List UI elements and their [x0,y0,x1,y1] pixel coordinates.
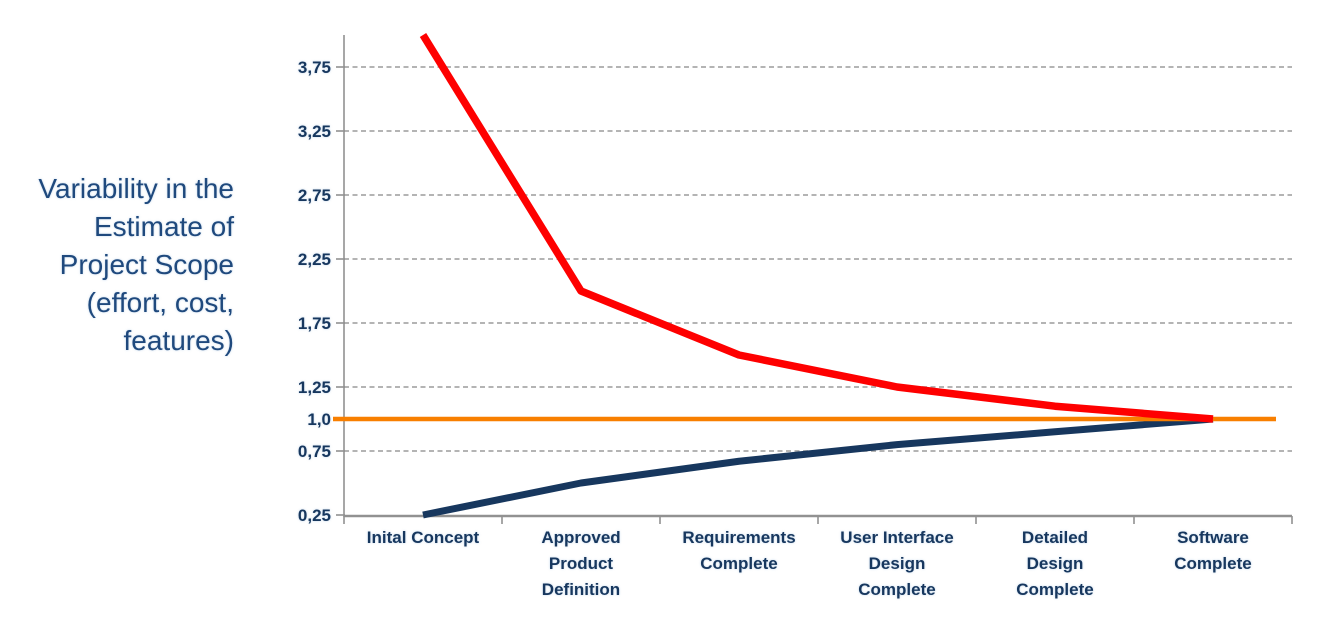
category-label: User Interface Design Complete [840,528,953,599]
y-tick-label: 0,25 [298,506,331,525]
category-label: Inital Concept [367,528,480,547]
y-axis-title-line: Project Scope [59,249,234,280]
y-axis-title: Variability in the Estimate of Project S… [0,170,234,360]
y-tick-label: 0,75 [298,442,331,461]
y-tick-label: 1,25 [298,378,331,397]
y-tick-label: 3,25 [298,122,331,141]
y-axis-title-line: (effort, cost, [86,287,234,318]
series-line-low-estimate [422,415,1214,519]
y-tick-label: 2,75 [298,186,331,205]
category-label: Requirements Complete [682,528,795,573]
series-line-high-estimate [419,33,1214,423]
category-label: Software Complete [1174,528,1251,573]
y-axis-title-line: Variability in the [38,173,234,204]
y-axis-title-line: features) [123,325,235,356]
y-tick-label: 3,75 [298,58,331,77]
category-label: Approved Product Definition [541,528,620,599]
y-tick-label: 2,25 [298,250,331,269]
y-tick-label: 1,0 [307,410,331,429]
y-tick-label: 1,75 [298,314,331,333]
y-axis-title-line: Estimate of [93,211,234,242]
category-label: Detailed Design Complete [1016,528,1093,599]
